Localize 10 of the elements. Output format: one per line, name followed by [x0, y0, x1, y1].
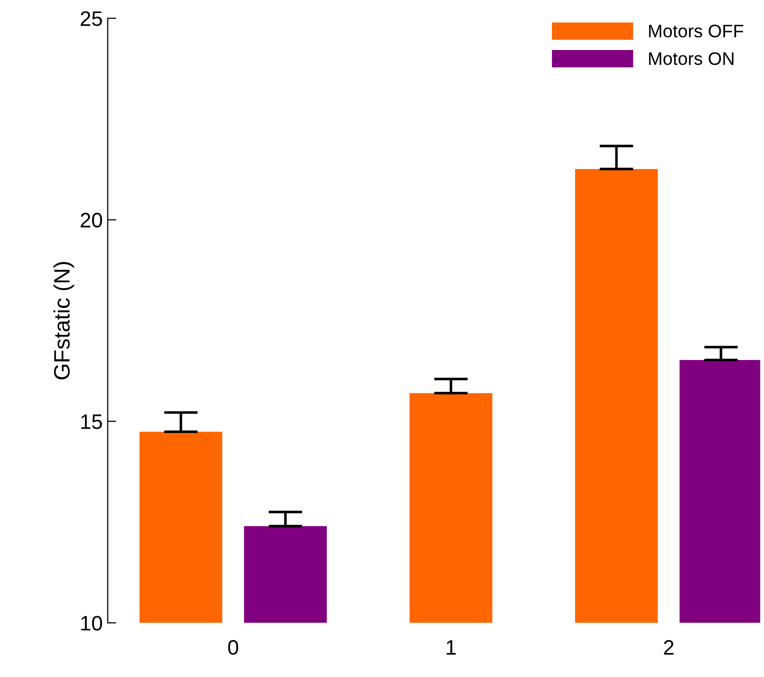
legend-label: Motors OFF [649, 24, 744, 38]
y-tick-label: 10 [81, 616, 102, 631]
x-tick-label: 2 [664, 640, 674, 655]
y-tick-label: 25 [80, 11, 102, 26]
y-tick-label: 15 [81, 414, 102, 430]
y-tick-label: 20 [80, 212, 102, 228]
y-axis-title: GFstatic (N) [53, 262, 74, 380]
x-tick-label: 0 [228, 640, 238, 655]
x-tick-label: 1 [446, 640, 456, 655]
legend-label: Motors ON [649, 52, 734, 65]
